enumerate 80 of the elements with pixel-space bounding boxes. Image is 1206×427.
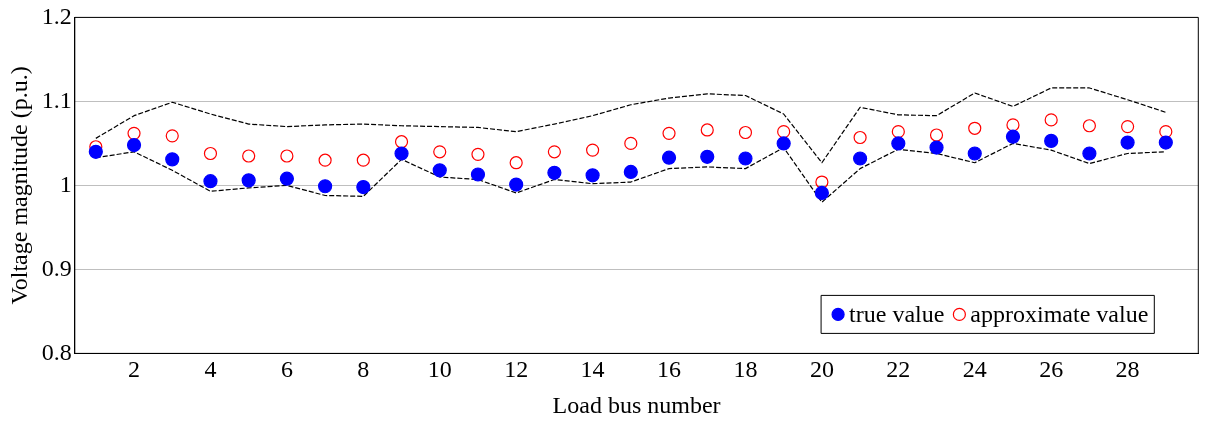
point xyxy=(356,153,370,167)
x-tick-label: 16 xyxy=(657,356,682,383)
point xyxy=(738,151,753,166)
x-axis-title: Load bus number xyxy=(552,391,721,418)
point xyxy=(891,136,906,151)
point xyxy=(661,150,677,165)
point xyxy=(318,153,332,167)
point xyxy=(509,156,523,170)
point xyxy=(968,121,982,135)
x-tick-label: 6 xyxy=(280,356,293,383)
point xyxy=(585,168,600,183)
point xyxy=(394,146,409,161)
point xyxy=(88,144,103,159)
y-tick-label: 0.9 xyxy=(41,254,72,281)
point xyxy=(929,128,944,142)
point xyxy=(814,185,829,201)
x-tick-label: 22 xyxy=(886,356,911,383)
point xyxy=(242,149,256,163)
x-tick-label: 20 xyxy=(809,356,834,383)
point xyxy=(624,136,638,150)
point xyxy=(1121,120,1135,134)
point xyxy=(1120,135,1135,150)
point xyxy=(1158,135,1173,150)
point xyxy=(547,145,561,159)
point xyxy=(1005,129,1021,144)
point xyxy=(700,149,715,164)
point xyxy=(662,126,676,140)
y-axis-title: Voltage magnitude (p.u.) xyxy=(5,66,32,305)
point xyxy=(929,140,944,155)
point xyxy=(356,179,371,195)
point xyxy=(1044,133,1059,148)
point xyxy=(738,125,753,140)
point xyxy=(777,125,791,139)
point xyxy=(891,125,905,139)
x-tick-label: 24 xyxy=(962,356,987,383)
y-tick-label: 1.1 xyxy=(41,86,72,113)
point xyxy=(127,126,141,140)
x-tick-label: 4 xyxy=(204,356,217,383)
point xyxy=(1044,113,1058,127)
point xyxy=(165,129,179,143)
point xyxy=(1082,146,1097,161)
legend-label: approximate value xyxy=(970,300,1149,327)
point xyxy=(1082,119,1096,133)
point xyxy=(547,165,562,180)
point xyxy=(586,143,600,157)
point xyxy=(432,163,447,178)
point xyxy=(279,171,294,186)
point xyxy=(623,164,638,180)
point xyxy=(203,174,218,189)
x-tick-label: 2 xyxy=(128,356,141,383)
point xyxy=(471,147,485,161)
point xyxy=(433,145,447,159)
point xyxy=(1006,118,1020,132)
x-tick-label: 14 xyxy=(580,356,605,383)
point xyxy=(853,151,868,166)
y-tick-label: 1.2 xyxy=(41,2,72,29)
x-tick-label: 10 xyxy=(427,356,452,383)
y-tick-label: 0.8 xyxy=(41,338,72,365)
point xyxy=(280,149,294,163)
y-tick-label: 1 xyxy=(59,170,72,197)
x-tick-label: 26 xyxy=(1039,356,1064,383)
point xyxy=(967,146,982,161)
point xyxy=(470,167,486,182)
x-tick-label: 12 xyxy=(504,356,529,383)
point xyxy=(165,152,180,167)
point xyxy=(126,137,142,153)
point xyxy=(700,123,714,137)
point xyxy=(509,177,524,192)
x-tick-label: 28 xyxy=(1115,356,1140,383)
point xyxy=(1159,125,1173,139)
point xyxy=(776,136,791,151)
point xyxy=(203,146,218,161)
x-tick-label: 8 xyxy=(357,356,370,383)
point xyxy=(241,173,256,188)
legend-label: true value xyxy=(849,300,945,327)
point xyxy=(815,175,829,189)
point xyxy=(394,135,409,149)
x-tick-label: 18 xyxy=(733,356,758,383)
point xyxy=(318,179,333,194)
point xyxy=(853,130,867,145)
